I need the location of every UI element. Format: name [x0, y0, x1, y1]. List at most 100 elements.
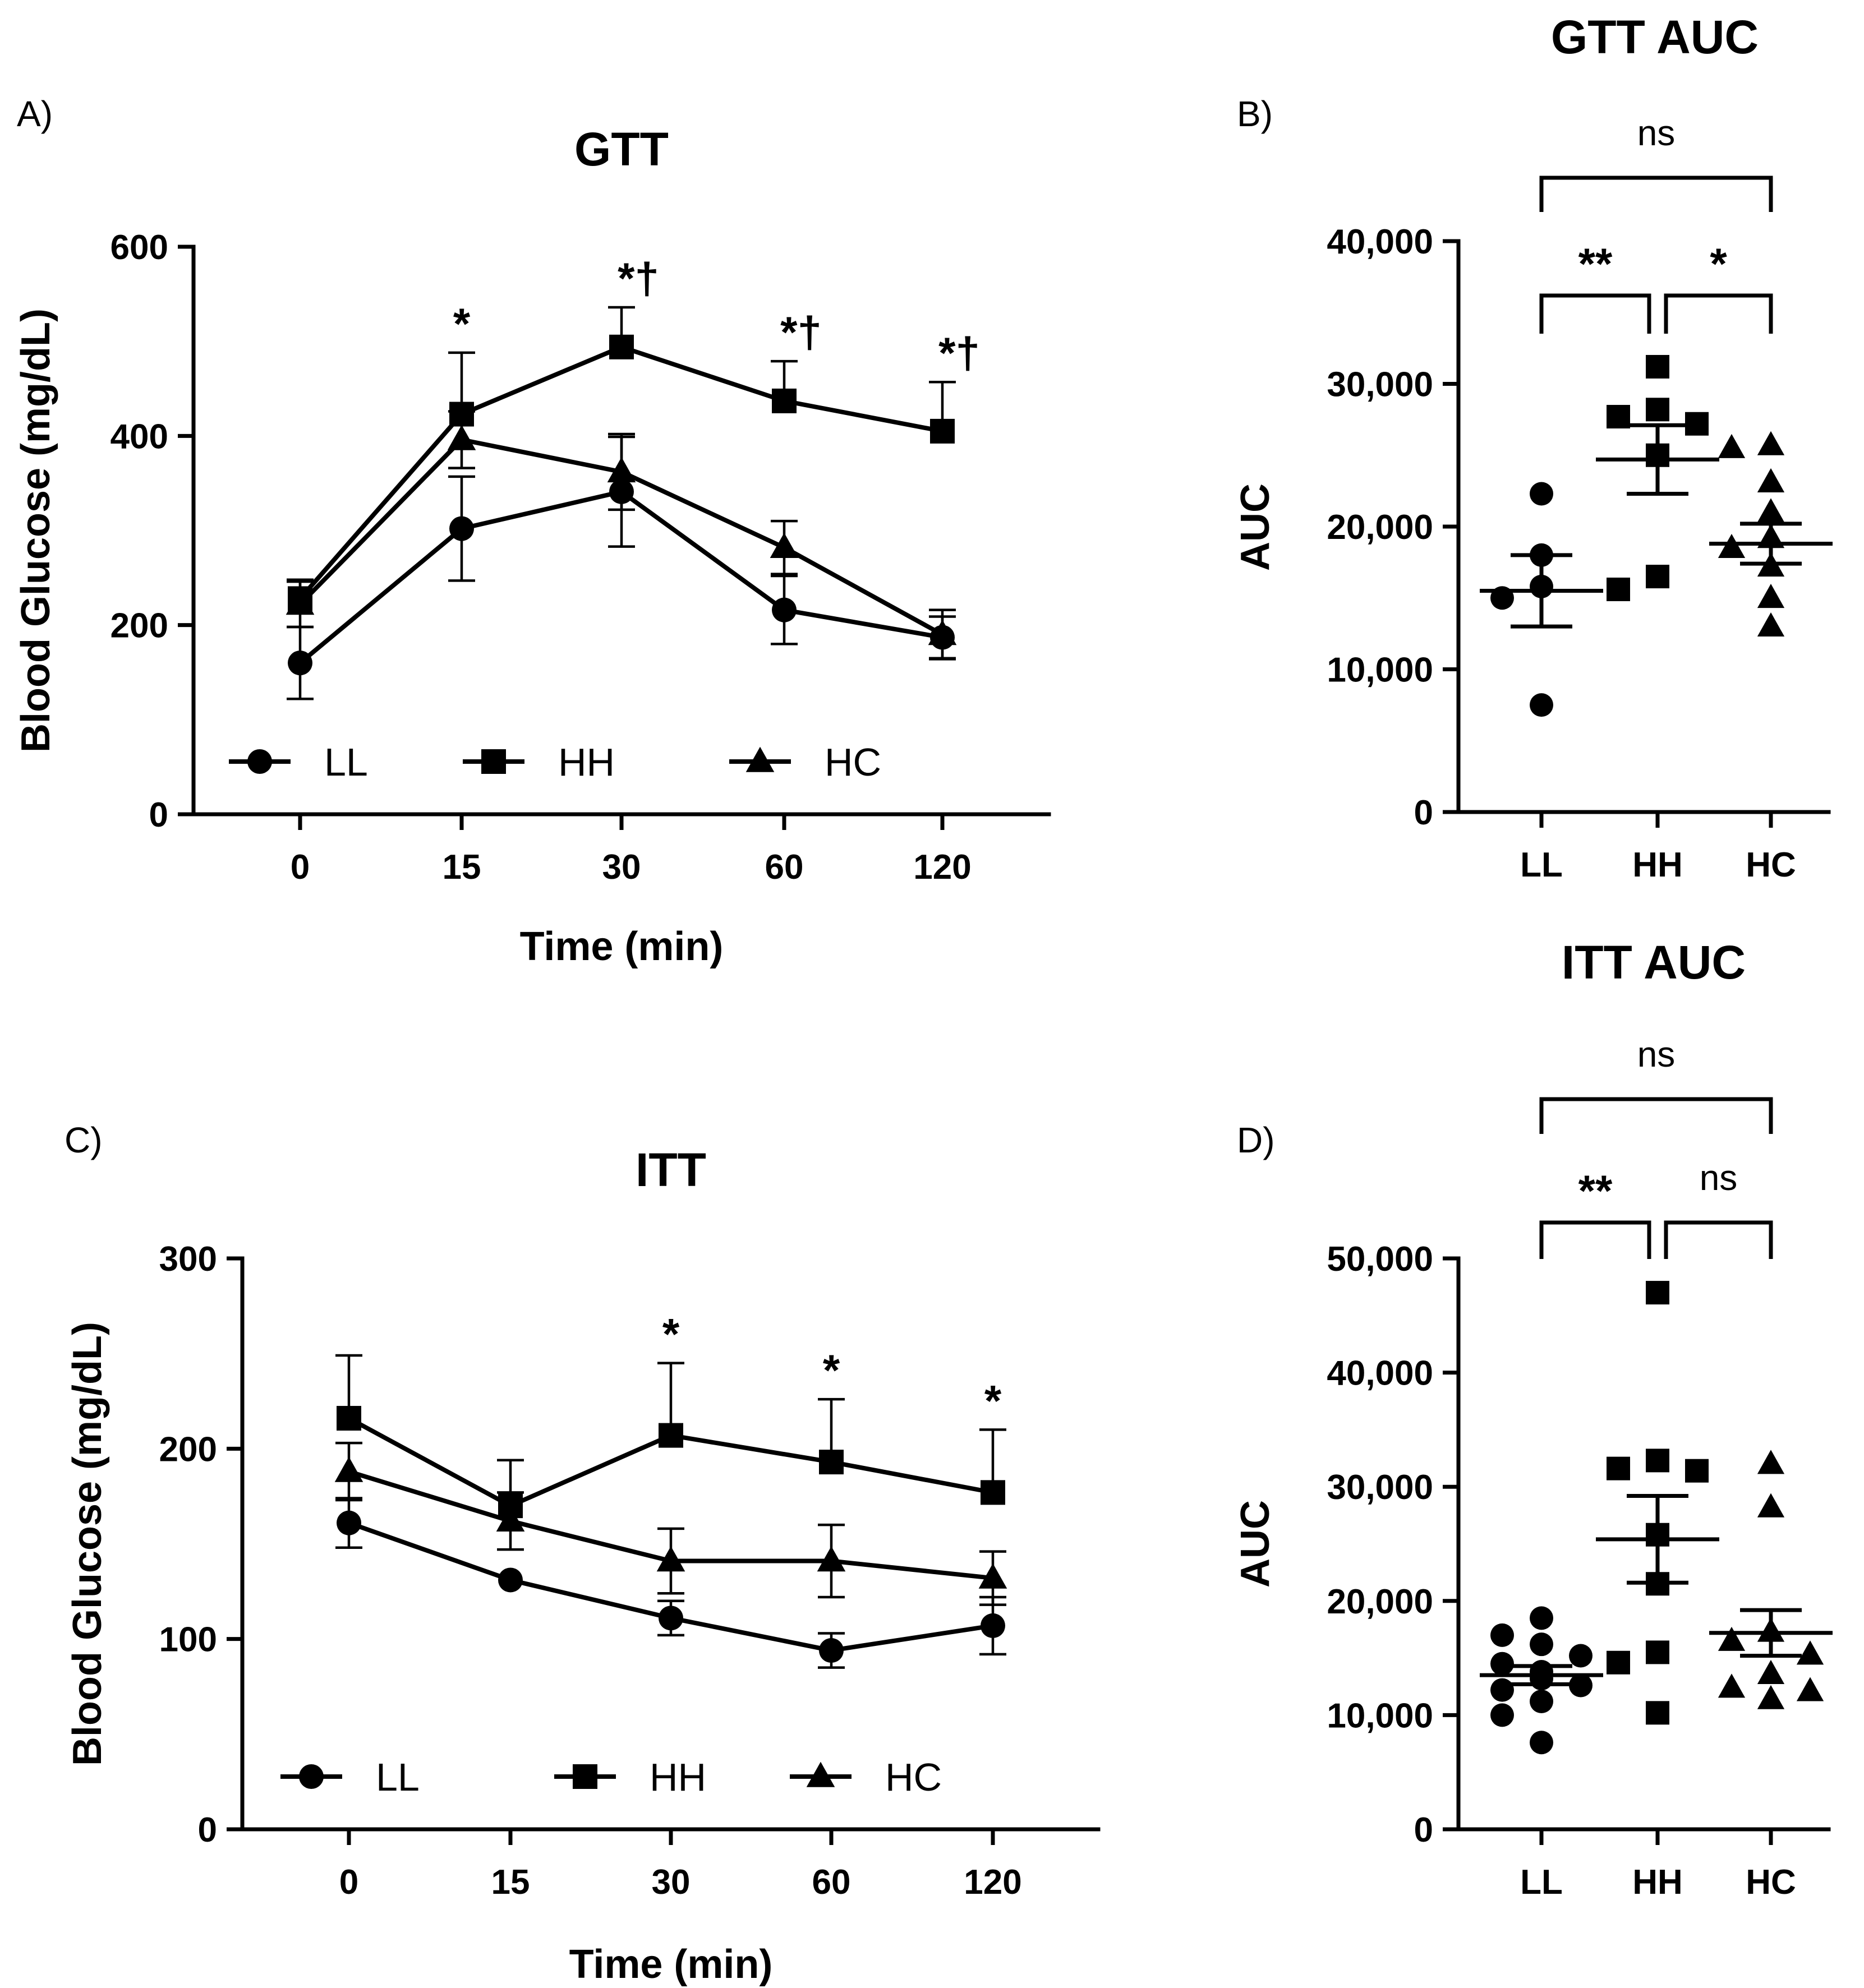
data-point-hc	[1757, 584, 1785, 608]
data-point-hh	[1646, 1281, 1669, 1305]
panel-d-itt-auc-chart: D) ITT AUC 0 10,000 20,000 30,000 40,000 50,000…	[1233, 936, 1833, 1902]
x-tick-label: HC	[1746, 846, 1796, 884]
y-axis-label: Blood Glucose (mg/dL)	[65, 1322, 110, 1766]
x-tick-label: 15	[443, 848, 481, 887]
chart-title: GTT AUC	[1551, 11, 1759, 63]
significance-marker: *†	[938, 328, 980, 377]
significance-marker: *†	[780, 307, 822, 357]
data-point-hc	[928, 620, 957, 645]
legend-label-hh: HH	[558, 740, 615, 784]
y-tick-label: 200	[159, 1430, 217, 1469]
legend-label-hc: HC	[885, 1755, 942, 1799]
data-point-ll	[1490, 1652, 1514, 1676]
comparison-bracket	[1664, 293, 1773, 334]
x-tick-label: HH	[1632, 846, 1683, 884]
y-tick-label: 20,000	[1327, 508, 1433, 547]
x-tick-label: 30	[652, 1863, 691, 1902]
comparison-bracket	[1539, 1220, 1651, 1259]
chart-title: GTT	[574, 123, 669, 176]
data-point-hc	[1757, 431, 1785, 455]
x-axis-label: Time (min)	[520, 924, 724, 969]
data-point-hh	[1685, 1459, 1709, 1483]
data-point-hh	[772, 388, 797, 413]
legend-marker-ll	[247, 749, 272, 774]
y-tick-label: 200	[111, 607, 168, 645]
y-tick-label: 40,000	[1327, 1354, 1433, 1393]
legend-marker-hc	[745, 746, 775, 772]
legend-marker-hh	[481, 749, 506, 774]
data-point-hc	[1757, 612, 1785, 636]
data-point-hc	[334, 1456, 363, 1482]
data-point-ll	[498, 1567, 523, 1593]
data-point-ll	[1530, 1632, 1553, 1657]
panel-label: B)	[1237, 94, 1273, 134]
legend-label-hc: HC	[825, 740, 881, 784]
x-tick-label: 60	[765, 848, 804, 887]
data-point-hc	[1757, 1659, 1785, 1684]
significance-marker: *†	[618, 253, 659, 303]
data-point-hc	[286, 589, 315, 615]
data-point-ll	[1490, 1678, 1514, 1702]
comparison-label: **	[1578, 239, 1613, 288]
data-point-hh	[1607, 405, 1630, 429]
legend-marker-hc	[806, 1761, 835, 1787]
y-tick-label: 50,000	[1327, 1240, 1433, 1279]
data-point-hh	[1607, 1650, 1630, 1675]
y-axis-label: AUC	[1233, 483, 1278, 571]
x-tick-label: HC	[1746, 1863, 1796, 1902]
data-point-hh	[609, 334, 634, 359]
data-point-ll	[337, 1510, 361, 1535]
x-tick-label: LL	[1520, 1863, 1563, 1902]
data-point-ll	[1530, 1731, 1553, 1755]
chart-title: ITT	[636, 1143, 706, 1196]
legend-label-hh: HH	[650, 1755, 706, 1799]
data-point-hh	[337, 1406, 361, 1431]
y-tick-label: 400	[111, 417, 168, 456]
y-axis-label: AUC	[1233, 1500, 1278, 1588]
x-axis-label: Time (min)	[569, 1942, 773, 1987]
panel-label: C)	[65, 1120, 103, 1160]
data-point-ll	[1490, 1703, 1514, 1727]
data-point-ll	[449, 516, 474, 541]
data-point-hc	[1718, 1673, 1746, 1698]
x-tick-label: 60	[812, 1863, 851, 1902]
x-tick-label: 0	[291, 848, 310, 887]
data-point-ll	[659, 1606, 683, 1631]
data-point-hc	[607, 457, 636, 483]
panel-label: D)	[1237, 1120, 1275, 1160]
data-point-hh	[1646, 398, 1669, 422]
legend-marker-ll	[299, 1764, 324, 1789]
data-point-hc	[447, 425, 476, 450]
x-tick-label: 30	[602, 848, 641, 887]
panel-a-gtt-chart: A) GTT 0 200 400 600 0 15 30 60 120 Time (min) Blood…	[13, 94, 1051, 969]
y-tick-label: 40,000	[1327, 223, 1433, 261]
data-point-hh	[1607, 1456, 1630, 1480]
data-point-hc	[770, 532, 799, 559]
panel-c-itt-chart: C) ITT 0 100 200 300 0 15 30 60 120 Time (min) Blood…	[65, 1120, 1101, 1987]
y-tick-label: 20,000	[1327, 1583, 1433, 1621]
comparison-label: ns	[1637, 1034, 1676, 1074]
data-point-hh	[930, 418, 955, 444]
data-point-ll	[1530, 482, 1553, 506]
comparison-bracket	[1539, 293, 1651, 334]
data-point-hc	[656, 1546, 685, 1572]
data-point-hh	[1646, 354, 1669, 379]
comparison-label: ns	[1700, 1157, 1738, 1198]
panel-b-gtt-auc-chart: B) GTT AUC 0 10,000 20,000 30,000 40,000 LL HH HC…	[1233, 11, 1833, 884]
x-tick-label: 120	[913, 848, 971, 887]
data-point-hc	[1757, 498, 1785, 523]
data-point-hh	[981, 1480, 1005, 1505]
y-tick-label: 0	[1414, 1811, 1433, 1849]
data-point-hc	[1757, 1685, 1785, 1709]
comparison-label: ns	[1637, 113, 1676, 153]
data-point-hc	[1796, 1640, 1824, 1665]
data-point-ll	[1530, 1689, 1553, 1713]
x-tick-label: 15	[491, 1863, 530, 1902]
data-point-ll	[1569, 1673, 1593, 1698]
data-point-hh	[1685, 412, 1709, 436]
data-point-hc	[1718, 533, 1746, 559]
data-point-hc	[817, 1546, 846, 1572]
comparison-bracket	[1539, 176, 1773, 212]
y-tick-label: 0	[1414, 794, 1433, 832]
